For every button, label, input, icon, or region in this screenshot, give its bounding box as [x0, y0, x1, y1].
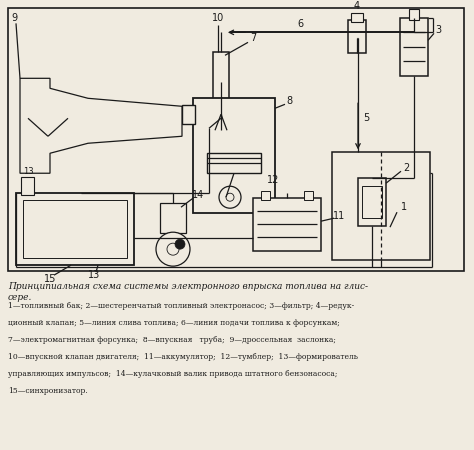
Bar: [8, 9, 464, 271]
Text: 4: 4: [354, 1, 360, 11]
Bar: [23, 200, 127, 258]
Text: 5: 5: [363, 113, 369, 123]
Text: 14: 14: [192, 190, 204, 200]
Bar: [358, 178, 386, 226]
Text: 7: 7: [250, 33, 256, 43]
Polygon shape: [215, 102, 227, 114]
Text: 10—впускной клапан двигателя;  11—аккумулятор;  12—тумблер;  13—формирователь: 10—впускной клапан двигателя; 11—аккумул…: [8, 353, 358, 361]
Bar: [400, 18, 428, 76]
Text: 3: 3: [435, 25, 441, 36]
Bar: [362, 186, 382, 218]
Circle shape: [167, 243, 179, 255]
Text: 12: 12: [267, 175, 279, 185]
Text: 11: 11: [333, 211, 345, 221]
Text: 6: 6: [297, 19, 303, 29]
Text: 15—синхронизатор.: 15—синхронизатор.: [8, 387, 88, 395]
Circle shape: [175, 239, 185, 249]
Text: 7—электромагнитная форсунка;  8—впускная   труба;  9—дроссельная  заслонка;: 7—электромагнитная форсунка; 8—впускная …: [8, 336, 336, 344]
Bar: [351, 14, 363, 22]
Text: 13: 13: [88, 270, 100, 280]
Bar: [409, 9, 419, 20]
Bar: [16, 193, 134, 265]
Text: Принципиальная схема системы электронного впрыска топлива на глис-
сере.: Принципиальная схема системы электронног…: [8, 282, 368, 302]
Text: 10: 10: [212, 14, 224, 23]
Circle shape: [226, 193, 234, 201]
Text: ционный клапан; 5—линия слива топлива; 6—линия подачи топлива к форсункам;: ционный клапан; 5—линия слива топлива; 6…: [8, 319, 340, 327]
Circle shape: [156, 232, 190, 266]
Bar: [193, 98, 275, 213]
Bar: [182, 105, 195, 124]
Text: 2: 2: [403, 163, 409, 173]
Text: управляющих импульсов;  14—кулачковый валик привода штатного бензонасоса;: управляющих импульсов; 14—кулачковый вал…: [8, 370, 337, 378]
Polygon shape: [20, 78, 182, 173]
Bar: [21, 177, 34, 195]
Bar: [304, 191, 313, 200]
Text: 1—топливный бак; 2—шестеренчатый топливный электронасос; 3—фильтр; 4—редук-: 1—топливный бак; 2—шестеренчатый топливн…: [8, 302, 354, 310]
Bar: [261, 191, 270, 200]
Bar: [207, 153, 261, 173]
Text: 15: 15: [44, 274, 56, 284]
Bar: [213, 52, 229, 102]
Circle shape: [219, 186, 241, 208]
Text: 1: 1: [401, 202, 407, 212]
Text: 13: 13: [23, 167, 33, 176]
Bar: [253, 198, 321, 251]
Bar: [348, 20, 366, 54]
Text: 9: 9: [11, 14, 17, 23]
Text: 8: 8: [286, 96, 292, 106]
Bar: [160, 203, 186, 233]
Bar: [332, 152, 430, 260]
